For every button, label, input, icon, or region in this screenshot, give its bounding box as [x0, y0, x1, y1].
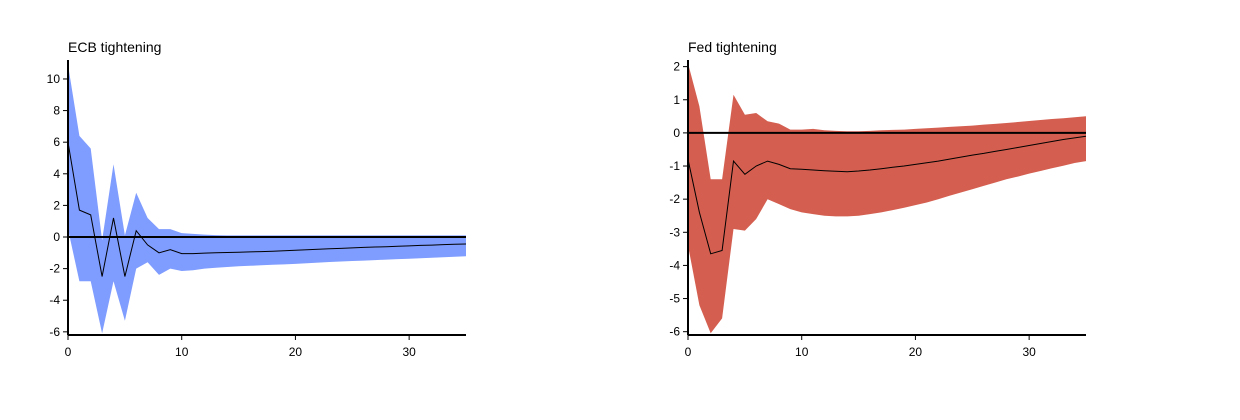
- chart-title: Fed tightening: [688, 39, 777, 55]
- y-tick-label: -4: [49, 293, 60, 307]
- x-tick-label: 10: [175, 345, 189, 359]
- x-tick-label: 0: [65, 345, 72, 359]
- chart-panel-ecb: ECB tightening -6 -4 -2 0 2 4 6 8 10 0 10 20 30: [47, 39, 467, 359]
- chart-title: ECB tightening: [68, 39, 161, 55]
- y-tick-label: 10: [47, 72, 61, 86]
- x-tick-label: 0: [685, 345, 692, 359]
- y-tick-label: 4: [53, 167, 60, 181]
- ecb-tightening-chart: ECB tightening -6 -4 -2 0 2 4 6 8 10 0 10 20 30: [47, 39, 467, 359]
- y-tick-label: -5: [669, 292, 680, 306]
- y-tick-label: -2: [49, 262, 60, 276]
- chart-panel-fed: Fed tightening -6 -5 -4 -3 -2 -1 0 1 2 0 10 20 30: [620, 0, 1240, 420]
- confidence-band: [68, 64, 466, 334]
- impulse-response-line: [687, 135, 1087, 255]
- x-tick-label: 30: [402, 345, 416, 359]
- y-tick-label: -6: [49, 325, 60, 339]
- impulse-response-line: [67, 142, 467, 277]
- y-tick-label: 6: [53, 135, 60, 149]
- y-tick-label: -3: [669, 225, 680, 239]
- y-tick-label: 2: [53, 198, 60, 212]
- y-tick-label: 2: [673, 60, 680, 74]
- y-tick-label: -1: [669, 159, 680, 173]
- y-tick-label: -6: [669, 325, 680, 339]
- y-tick-label: 0: [673, 126, 680, 140]
- x-tick-label: 20: [909, 345, 923, 359]
- y-tick-label: 1: [673, 93, 680, 107]
- confidence-band: [688, 63, 1086, 334]
- x-tick-label: 20: [289, 345, 303, 359]
- y-tick-label: -4: [669, 258, 680, 272]
- x-tick-label: 10: [795, 345, 809, 359]
- x-tick-label: 30: [1022, 345, 1036, 359]
- y-tick-label: -2: [669, 192, 680, 206]
- y-tick-label: 8: [53, 104, 60, 118]
- y-tick-label: 0: [53, 230, 60, 244]
